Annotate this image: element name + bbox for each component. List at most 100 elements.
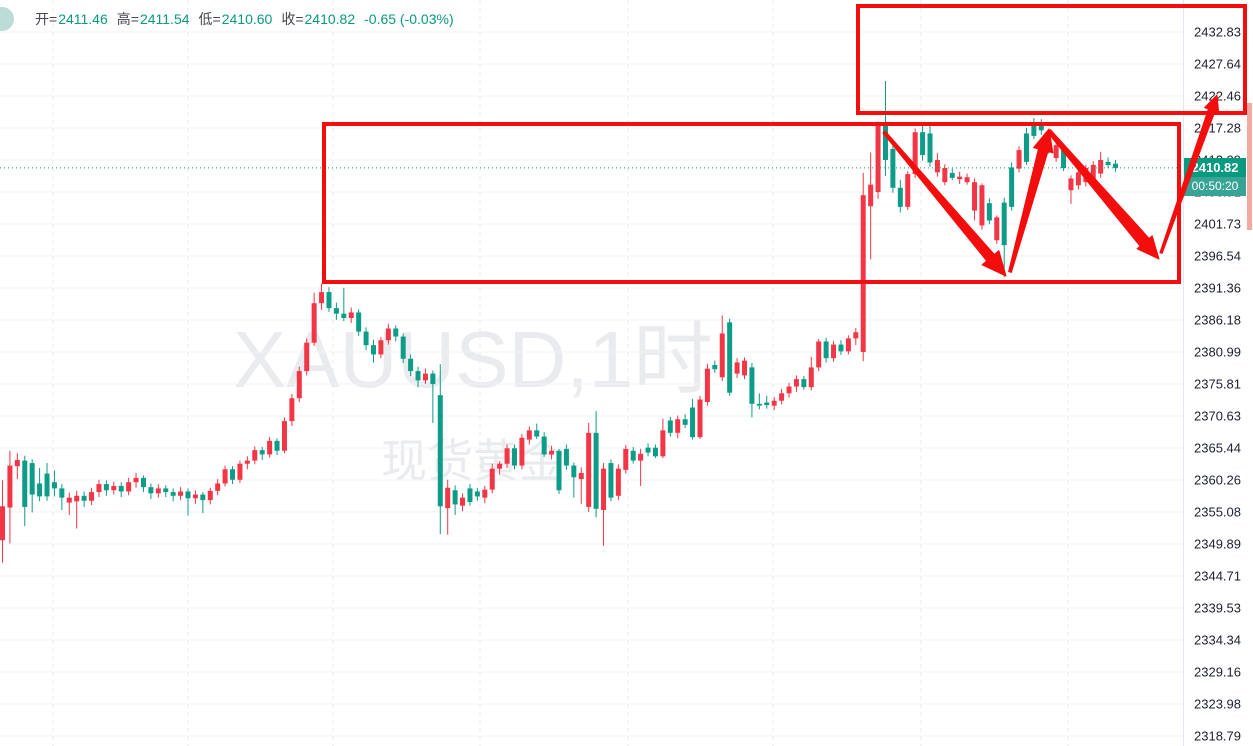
candle [230, 469, 236, 480]
candle [697, 399, 703, 438]
candle [0, 506, 5, 541]
candle [652, 447, 658, 457]
price-axis-label: 2334.34 [1194, 632, 1241, 648]
candle [586, 432, 592, 507]
candle [563, 448, 569, 466]
candle [155, 488, 161, 494]
candle [808, 367, 814, 388]
symbol-dot-icon [0, 7, 14, 31]
candle [727, 322, 733, 393]
candle [742, 360, 747, 376]
current-price-badge: 2410.82 00:50:20 [1184, 158, 1246, 196]
candle [44, 473, 50, 497]
current-price-value: 2410.82 [1184, 158, 1246, 177]
candle [222, 469, 228, 484]
candle [7, 465, 13, 508]
candle [393, 328, 399, 337]
price-axis-label: 2370.63 [1194, 408, 1241, 424]
candle [682, 419, 688, 425]
candle [690, 407, 696, 438]
open-value: 2411.46 [58, 11, 108, 27]
candle [371, 345, 376, 355]
candle [140, 477, 146, 488]
candle [215, 483, 221, 491]
candle [823, 341, 829, 359]
price-axis-label: 2396.54 [1194, 248, 1241, 264]
candle [408, 358, 414, 372]
low-label: 低= [198, 11, 221, 27]
candle [593, 432, 599, 509]
open-label: 开= [35, 11, 58, 27]
candle [541, 436, 547, 455]
price-axis-label: 2401.73 [1194, 216, 1241, 232]
candle [37, 483, 43, 497]
candle [237, 463, 243, 480]
close-value: 2410.82 [304, 11, 356, 27]
candle [519, 437, 525, 466]
candle [482, 489, 488, 498]
candle [274, 440, 280, 451]
candle [801, 379, 807, 388]
candle [378, 340, 384, 355]
price-axis-label: 2386.18 [1194, 312, 1241, 328]
candle [601, 468, 607, 510]
candle [74, 495, 80, 502]
candle [244, 460, 250, 464]
candle [333, 308, 339, 314]
candle [14, 459, 20, 467]
candle [868, 184, 874, 207]
candle [185, 491, 191, 499]
candle [103, 484, 109, 491]
candle [497, 463, 503, 469]
candle [860, 195, 866, 352]
candle [296, 371, 302, 399]
candle [59, 488, 65, 498]
price-axis-label: 2349.89 [1194, 536, 1241, 552]
candle [178, 491, 184, 496]
candle [133, 477, 139, 483]
candle [549, 450, 555, 455]
annotation-rectangle-middle[interactable] [322, 122, 1181, 284]
candle [779, 393, 785, 401]
annotation-rectangle-top[interactable] [856, 4, 1247, 115]
candle [356, 312, 362, 332]
bar-countdown: 00:50:20 [1184, 177, 1246, 196]
candle [816, 341, 822, 368]
candle [645, 447, 651, 453]
candle [415, 371, 421, 381]
candle [511, 448, 517, 466]
price-axis-label: 2375.81 [1194, 376, 1241, 392]
candle [111, 485, 117, 491]
candle [22, 460, 28, 507]
price-axis-label: 2323.98 [1194, 696, 1241, 712]
candle [348, 312, 354, 319]
close-label: 收= [281, 11, 304, 27]
candle [608, 463, 614, 498]
candle [200, 494, 206, 501]
candle [207, 490, 213, 501]
candle [786, 386, 792, 394]
price-axis-label: 2391.36 [1194, 280, 1241, 296]
candle [252, 450, 258, 461]
candle [96, 484, 102, 493]
candle [675, 419, 681, 433]
price-axis-label: 2427.64 [1194, 56, 1241, 72]
candle [467, 488, 473, 502]
candle [311, 303, 317, 343]
candle [51, 482, 57, 489]
candle [341, 313, 347, 319]
high-value: 2411.54 [139, 11, 190, 27]
candle [756, 403, 762, 406]
candle [304, 342, 310, 372]
candle [192, 494, 198, 499]
change-value: -0.65 (-0.03%) [364, 11, 454, 27]
candle [623, 448, 629, 470]
candle [385, 328, 391, 341]
price-axis-label: 2360.26 [1194, 472, 1241, 488]
candle [504, 448, 510, 464]
candle [437, 395, 443, 507]
candle [660, 430, 666, 457]
candle [452, 490, 458, 505]
candle [556, 450, 562, 491]
